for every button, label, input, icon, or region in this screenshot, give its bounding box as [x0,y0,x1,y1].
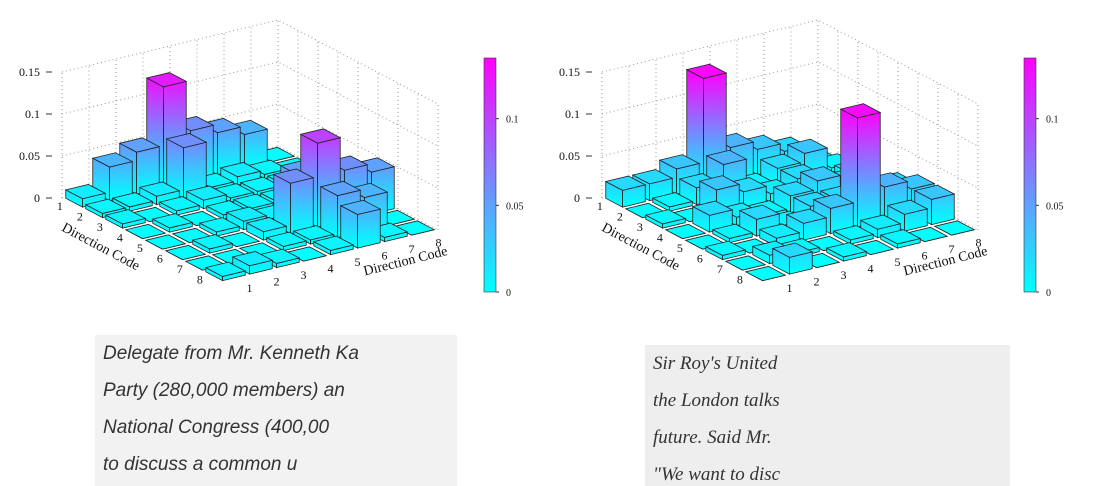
colorbar-tick-label: 0 [506,288,511,299]
z-tick-label: 0.05 [559,149,580,163]
row-tick-label: 2 [617,210,623,224]
x-axis-label: Direction Code [362,244,449,279]
handwriting-line: the London talks [645,382,1010,419]
bar-front-face [858,112,881,227]
handwriting-line: Delegate from Mr. Kenneth Ka [95,335,457,372]
handwriting-line: future. Said Mr. [645,419,1010,456]
z-tick-label: 0.1 [25,107,40,121]
bar-front-face [358,209,381,248]
col-tick-label: 4 [328,262,334,276]
col-tick-label: 3 [301,268,307,282]
col-tick-label: 2 [274,275,280,289]
z-tick-label: 0.15 [559,65,580,79]
row-tick-label: 6 [157,252,163,266]
row-tick-label: 8 [197,273,203,287]
handwriting-line: to discuss a common u [95,446,457,483]
col-tick-label: 5 [355,255,361,269]
grid-line [602,20,978,104]
bar-front-face [291,178,314,234]
row-tick-label: 7 [717,262,723,276]
row-tick-label: 1 [597,199,603,213]
row-tick-label: 3 [637,220,643,234]
row-tick-label: 1 [57,199,63,213]
figure: 00.050.10.151234567812345678Direction Co… [0,0,1094,486]
handwriting-line: Sir Roy's United [645,345,1010,382]
row-tick-label: 6 [697,252,703,266]
z-tick-label: 0.1 [565,107,580,121]
col-tick-label: 1 [247,281,253,295]
z-tick-label: 0 [574,191,580,205]
colorbar-tick-label: 0.05 [506,201,524,212]
colorbar [1024,58,1036,292]
col-tick-label: 4 [868,262,874,276]
row-tick-label: 4 [117,231,123,245]
handwriting-line: National Congress (400,00 [95,409,457,446]
grid-line [602,62,978,146]
row-tick-label: 4 [657,231,663,245]
colorbar [484,58,496,292]
handwriting-line: "We want to disc [645,456,1010,486]
row-tick-label: 8 [737,273,743,287]
row-tick-label: 7 [177,262,183,276]
colorbar-tick-label: 0.1 [506,115,519,126]
handwriting-sample: Delegate from Mr. Kenneth KaParty (280,0… [95,335,457,486]
col-tick-label: 1 [787,281,793,295]
row-tick-label: 2 [77,210,83,224]
grid-line [62,20,438,104]
handwriting-sample: Sir Roy's Unitedthe London talksfuture. … [645,345,1010,486]
z-tick-label: 0.15 [19,65,40,79]
x-axis-label: Direction Code [902,244,989,279]
colorbar-tick-label: 0.1 [1046,115,1059,126]
col-tick-label: 2 [814,275,820,289]
bar [341,200,380,248]
handwriting-line: Party (280,000 members) an [95,372,457,409]
colorbar-tick-label: 0 [1046,288,1051,299]
colorbar-tick-label: 0.05 [1046,201,1064,212]
z-tick-label: 0 [34,191,40,205]
col-tick-label: 5 [895,255,901,269]
row-tick-label: 3 [97,220,103,234]
z-tick-label: 0.05 [19,149,40,163]
col-tick-label: 3 [841,268,847,282]
row-tick-label: 5 [137,241,143,255]
row-tick-label: 5 [677,241,683,255]
